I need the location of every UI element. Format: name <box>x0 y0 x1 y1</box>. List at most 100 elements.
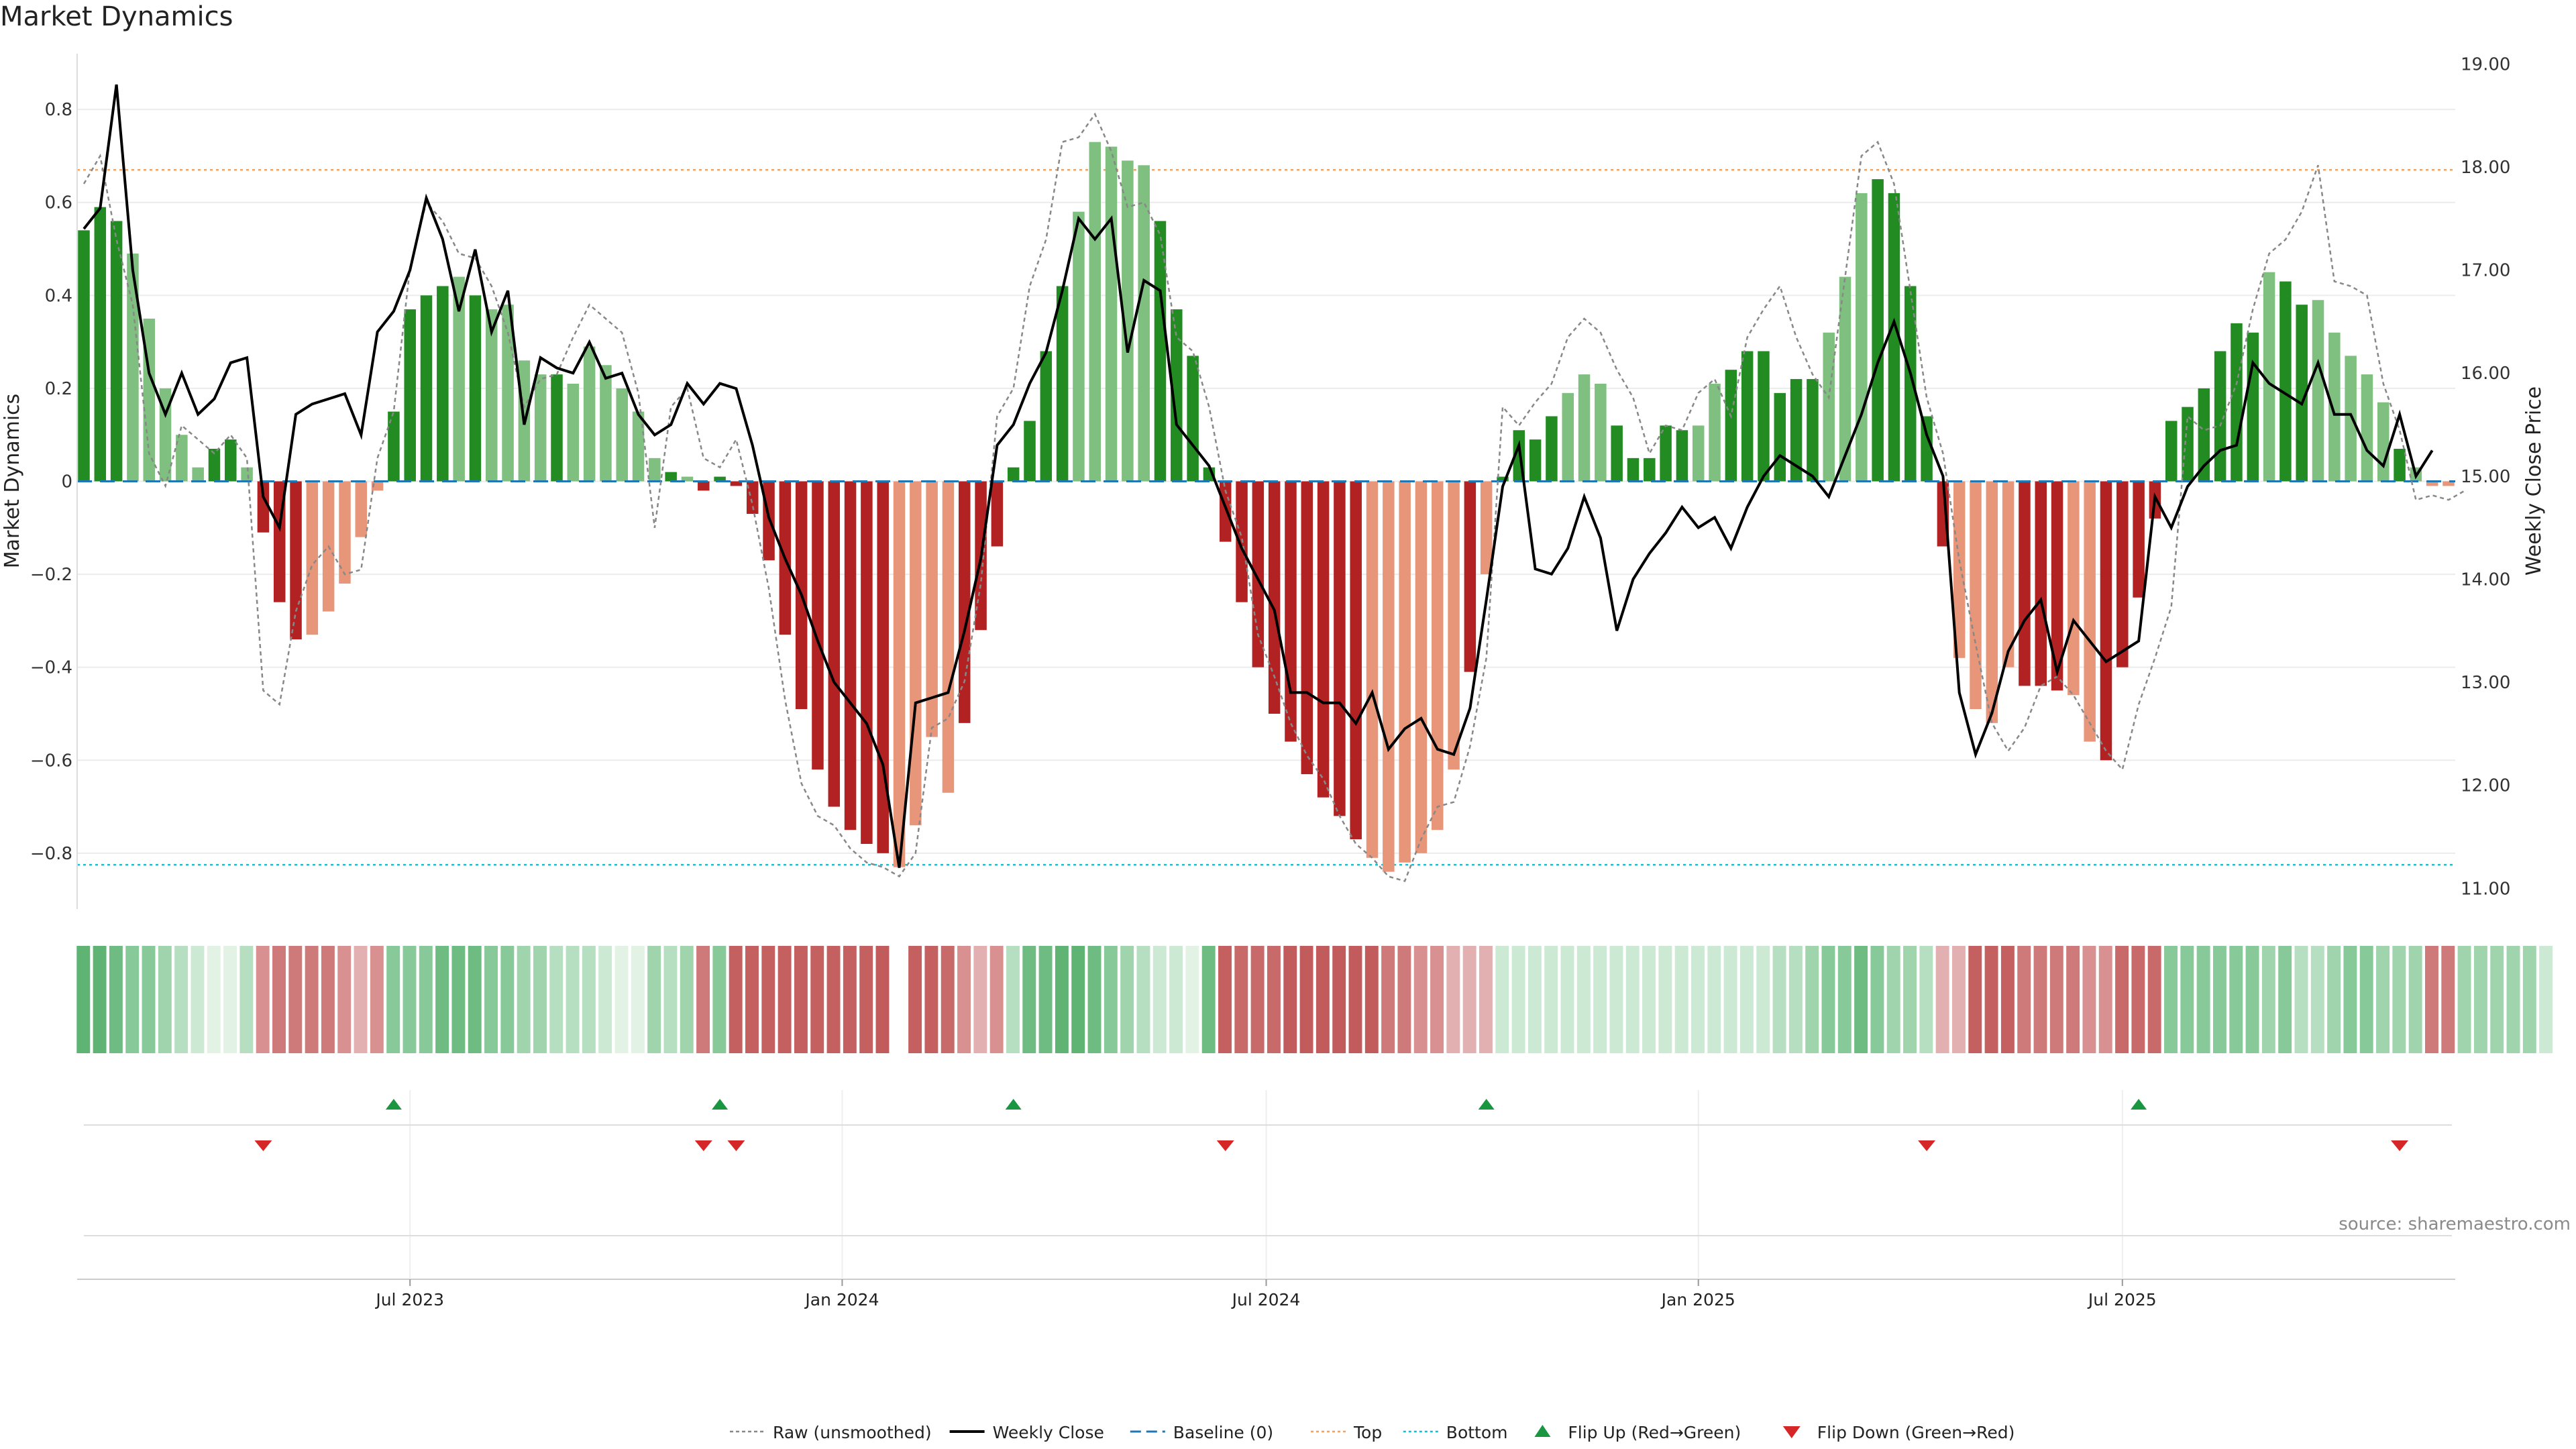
dynamics-bar <box>78 230 90 482</box>
heat-cell <box>2457 946 2471 1053</box>
legend-label: Flip Down (Green→Red) <box>1817 1423 2015 1442</box>
heat-cell <box>1185 946 1199 1053</box>
heat-cell <box>1511 946 1525 1053</box>
heat-cell <box>680 946 694 1053</box>
heat-cell <box>1984 946 1998 1053</box>
heat-cell <box>1006 946 1020 1053</box>
dynamics-bar <box>665 472 677 482</box>
dynamics-bar <box>2084 481 2096 742</box>
dynamics-bar <box>616 388 628 482</box>
heat-cell <box>1739 946 1754 1053</box>
heat-cell <box>1234 946 1248 1053</box>
legend-label: Top <box>1353 1423 1382 1442</box>
legend-label: Weekly Close <box>993 1423 1104 1442</box>
flip-up-marker <box>712 1099 729 1110</box>
y-tick-label: −0.2 <box>30 565 72 585</box>
legend-label: Raw (unsmoothed) <box>773 1423 932 1442</box>
heat-cell <box>76 946 91 1053</box>
dynamics-bar <box>1073 211 1085 482</box>
dynamics-bar <box>2035 481 2047 686</box>
heat-cell <box>2245 946 2259 1053</box>
heat-cell <box>989 946 1004 1053</box>
heat-cell <box>1364 946 1379 1053</box>
dynamics-bar <box>2051 481 2063 691</box>
y-tick-label: −0.4 <box>30 658 72 678</box>
y2-axis-label: Weekly Close Price <box>2522 386 2546 576</box>
dynamics-bar <box>1285 481 1297 742</box>
dynamics-bar <box>225 439 237 482</box>
heat-cell <box>207 946 221 1053</box>
y2-tick-label: 11.00 <box>2461 879 2510 899</box>
dynamics-bar <box>828 481 841 807</box>
heat-cell <box>745 946 759 1053</box>
dynamics-bar <box>127 253 139 482</box>
heat-cell <box>1674 946 1688 1053</box>
heat-cell <box>2473 946 2487 1053</box>
heat-cell <box>1152 946 1167 1053</box>
heat-cell <box>109 946 123 1053</box>
bar-layer <box>78 142 2455 872</box>
heat-cell <box>1658 946 1672 1053</box>
dynamics-bar <box>437 286 449 482</box>
heat-cell <box>1854 946 1868 1053</box>
dynamics-bar <box>2002 481 2015 667</box>
dynamics-bar <box>1888 193 1900 482</box>
dynamics-bar <box>1904 286 1917 482</box>
dynamics-bar <box>959 481 971 723</box>
heat-cell <box>2490 946 2504 1053</box>
dynamics-bar <box>257 481 270 533</box>
heat-cell <box>451 946 466 1053</box>
flip-up-marker <box>1478 1099 1495 1110</box>
dynamics-bar <box>1383 481 1395 872</box>
heat-cell <box>2327 946 2341 1053</box>
dynamics-bar <box>1040 351 1053 482</box>
heat-cell <box>533 946 547 1053</box>
dynamics-bar <box>2312 300 2324 482</box>
heat-cell <box>2000 946 2015 1053</box>
dynamics-bar <box>2443 481 2455 486</box>
dynamics-bar <box>1366 481 1379 858</box>
heat-cell <box>2049 946 2063 1053</box>
heat-cell <box>2359 946 2373 1053</box>
dynamics-bar <box>1154 221 1167 482</box>
weekly-close-line <box>83 84 2434 868</box>
heat-cell <box>272 946 286 1053</box>
heat-cell <box>191 946 205 1053</box>
heat-cell <box>1055 946 1069 1053</box>
dynamics-bar <box>1692 425 1705 482</box>
heat-cell <box>941 946 955 1053</box>
dynamics-bar <box>306 481 319 635</box>
heat-cell <box>468 946 482 1053</box>
y2-tick-label: 14.00 <box>2461 570 2510 590</box>
heat-cell <box>1968 946 1982 1053</box>
heat-cell <box>1430 946 1444 1053</box>
dynamics-bar <box>2100 481 2112 761</box>
heat-cell <box>386 946 400 1053</box>
heat-cell <box>370 946 384 1053</box>
heat-cell <box>1316 946 1330 1053</box>
legend-swatch <box>1782 1426 1801 1438</box>
dynamics-bar <box>1676 430 1688 482</box>
dynamics-bar <box>2377 402 2390 482</box>
y2-tick-label: 13.00 <box>2461 673 2510 693</box>
heat-cell <box>484 946 498 1053</box>
dynamics-bar <box>159 388 172 482</box>
flip-up-marker <box>2131 1099 2147 1110</box>
flip-down-marker <box>254 1140 272 1151</box>
heat-cell <box>2424 946 2438 1053</box>
line-layer <box>77 84 2465 882</box>
dynamics-bar <box>1268 481 1281 714</box>
dynamics-bar <box>355 481 368 537</box>
heat-cell <box>1560 946 1574 1053</box>
dynamics-bar <box>2263 272 2275 482</box>
x-tick-label: Jul 2023 <box>374 1290 444 1309</box>
dynamics-bar <box>241 467 253 482</box>
flip-down-marker <box>1216 1140 1234 1151</box>
x-tick-label: Jan 2024 <box>804 1290 879 1309</box>
legend-swatch <box>1534 1425 1551 1437</box>
axis-layer: 0.8 0.6 0.4 0.2 0 −0.2 −0.4 −0.6 −0.8 19.00 18.00 1… <box>1 54 2546 909</box>
dynamics-bar <box>2296 305 2308 482</box>
dynamics-bar <box>1660 425 1672 482</box>
dynamics-bar <box>1986 481 1998 723</box>
heat-cell <box>2131 946 2145 1053</box>
